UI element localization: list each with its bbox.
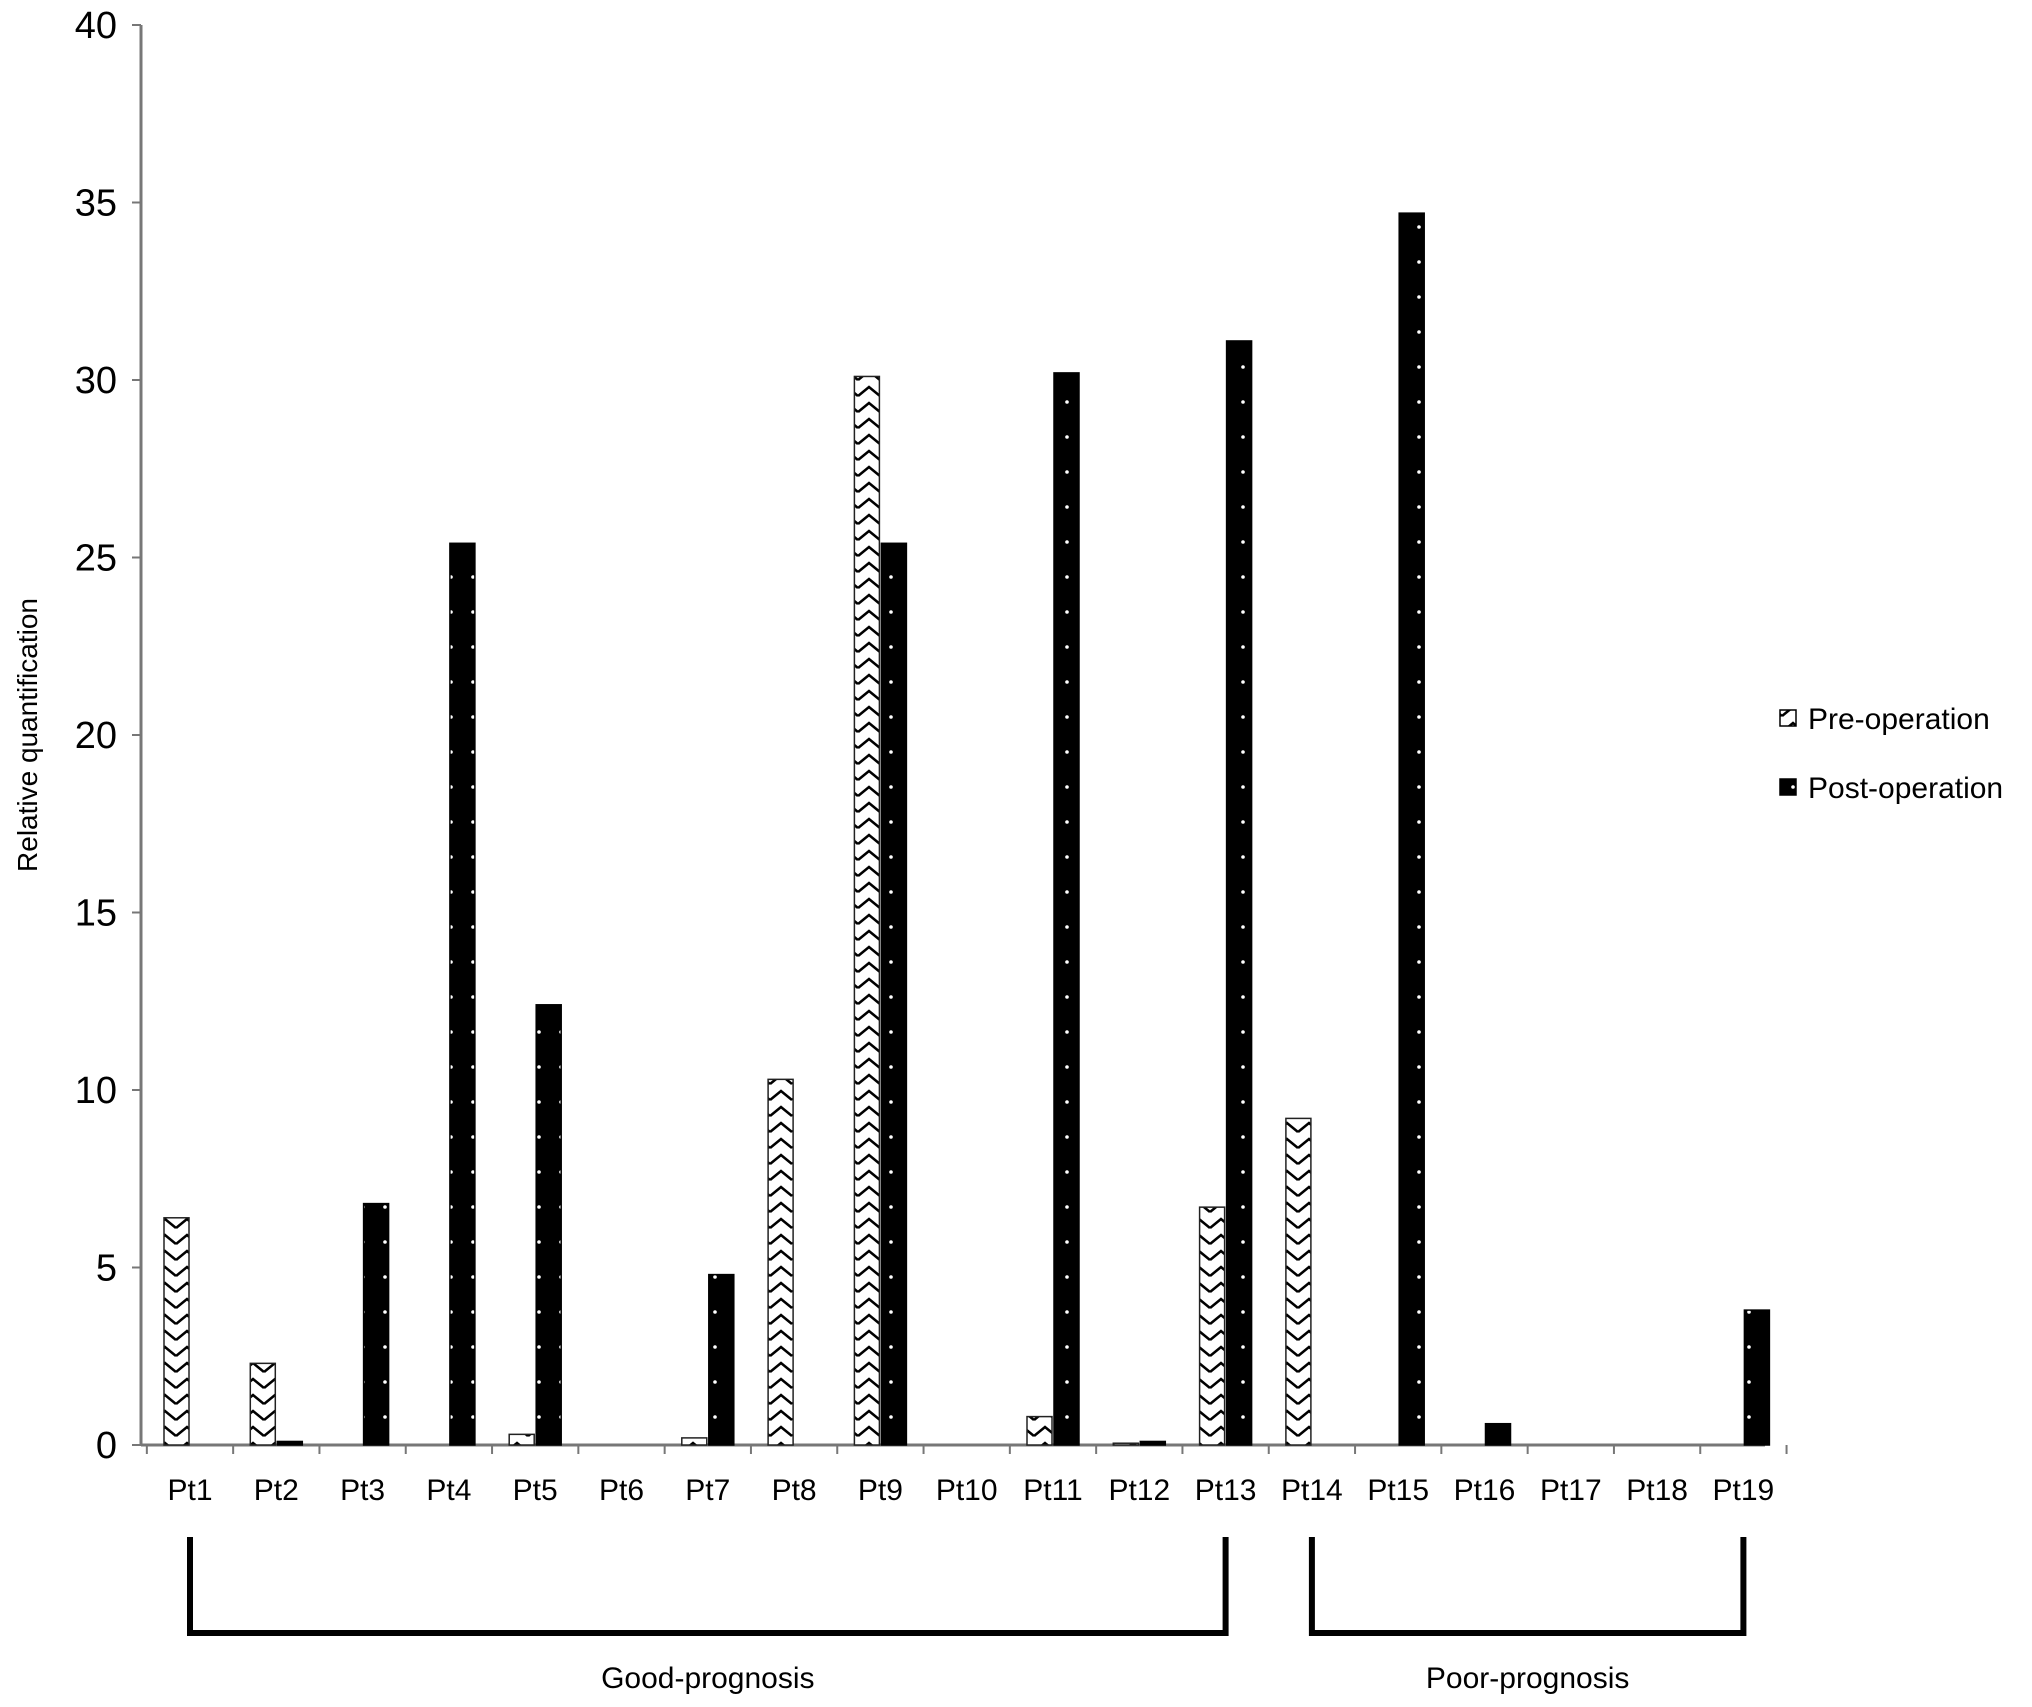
bar-pre-pt5 (508, 1433, 535, 1446)
bar-pre-pt8 (767, 1078, 794, 1446)
category-labels: Pt1 Pt2 Pt3 Pt4 Pt5 Pt6 Pt7 Pt8 Pt9 Pt10 Pt11 Pt12 P… (167, 1474, 1774, 1507)
x-tick-label-pt13: Pt13 (1195, 1474, 1257, 1507)
y-tick-label: 20 (75, 715, 117, 757)
bar-post-pt9 (880, 542, 908, 1446)
legend-label-post-operation: Post-operation (1808, 772, 2003, 805)
x-tick-label-pt9: Pt9 (858, 1474, 903, 1507)
x-tick-label-pt16: Pt16 (1454, 1474, 1516, 1507)
group-label-0: Good-prognosis (601, 1662, 814, 1695)
x-tick-label-pt17: Pt17 (1540, 1474, 1602, 1507)
x-tick-label-pt19: Pt19 (1713, 1474, 1775, 1507)
bar-post-pt3 (362, 1202, 390, 1446)
x-tick-label-pt18: Pt18 (1626, 1474, 1688, 1507)
y-tick-label: 0 (96, 1425, 117, 1467)
bar-pre-pt2 (249, 1362, 277, 1446)
bar-pre-pt11 (1026, 1415, 1053, 1446)
x-tick-label-pt3: Pt3 (340, 1474, 385, 1507)
bar-pre-pt14 (1285, 1117, 1312, 1446)
x-tick-label-pt15: Pt15 (1367, 1474, 1429, 1507)
x-tick-label-pt6: Pt6 (599, 1474, 644, 1507)
y-tick-label: 25 (75, 538, 117, 580)
bar-pre-pt9 (853, 375, 881, 1446)
legend-swatch-post-operation (1779, 778, 1797, 796)
x-tick-label-pt4: Pt4 (426, 1474, 471, 1507)
bar-post-pt11 (1053, 372, 1080, 1446)
group-label-1: Poor-prognosis (1426, 1662, 1629, 1695)
x-tick-label-pt8: Pt8 (772, 1474, 817, 1507)
legend: Pre-operation Post-operation (1779, 703, 2003, 805)
y-tick-label: 40 (75, 5, 117, 47)
y-tick-label: 10 (75, 1070, 117, 1112)
y-tick-label: 35 (75, 183, 117, 225)
bar-post-pt4 (449, 542, 476, 1446)
bar-post-pt16 (1484, 1422, 1512, 1446)
bar-pre-pt12 (1112, 1442, 1140, 1446)
bar-post-pt15 (1398, 212, 1425, 1446)
bar-post-pt5 (535, 1004, 562, 1446)
bar-post-pt13 (1225, 340, 1253, 1446)
bar-pre-pt1 (163, 1217, 190, 1446)
x-tick-label-pt14: Pt14 (1281, 1474, 1343, 1507)
bar-post-pt12 (1139, 1440, 1167, 1446)
group-brackets: Good-prognosis Poor-prognosis (187, 1537, 1747, 1695)
legend-label-pre-operation: Pre-operation (1808, 703, 1990, 736)
bar-pre-pt13 (1198, 1206, 1226, 1446)
y-tick-label: 5 (96, 1248, 117, 1290)
x-tick-label-pt1: Pt1 (167, 1474, 212, 1507)
x-tick-label-pt11: Pt11 (1023, 1474, 1083, 1507)
x-tick-label-pt10: Pt10 (936, 1474, 998, 1507)
bar-post-pt2 (276, 1440, 304, 1446)
x-tick-label-pt7: Pt7 (685, 1474, 730, 1507)
x-tick-label-pt12: Pt12 (1108, 1474, 1170, 1507)
y-ticks: 0 5 10 15 20 25 30 35 40 (75, 5, 1788, 1467)
bar-post-pt19 (1743, 1309, 1771, 1446)
group-bracket-0 (187, 1537, 1229, 1636)
y-tick-label: 15 (75, 893, 117, 935)
y-tick-label: 30 (75, 360, 117, 402)
x-tick-label-pt2: Pt2 (254, 1474, 299, 1507)
bar-post-pt7 (708, 1273, 735, 1446)
bar-pre-pt7 (681, 1437, 708, 1446)
bars (163, 212, 1771, 1446)
x-tick-label-pt5: Pt5 (513, 1474, 558, 1507)
legend-swatch-pre-operation (1779, 709, 1797, 727)
group-bracket-1 (1308, 1537, 1747, 1636)
y-axis-title: Relative quantification (12, 598, 43, 872)
